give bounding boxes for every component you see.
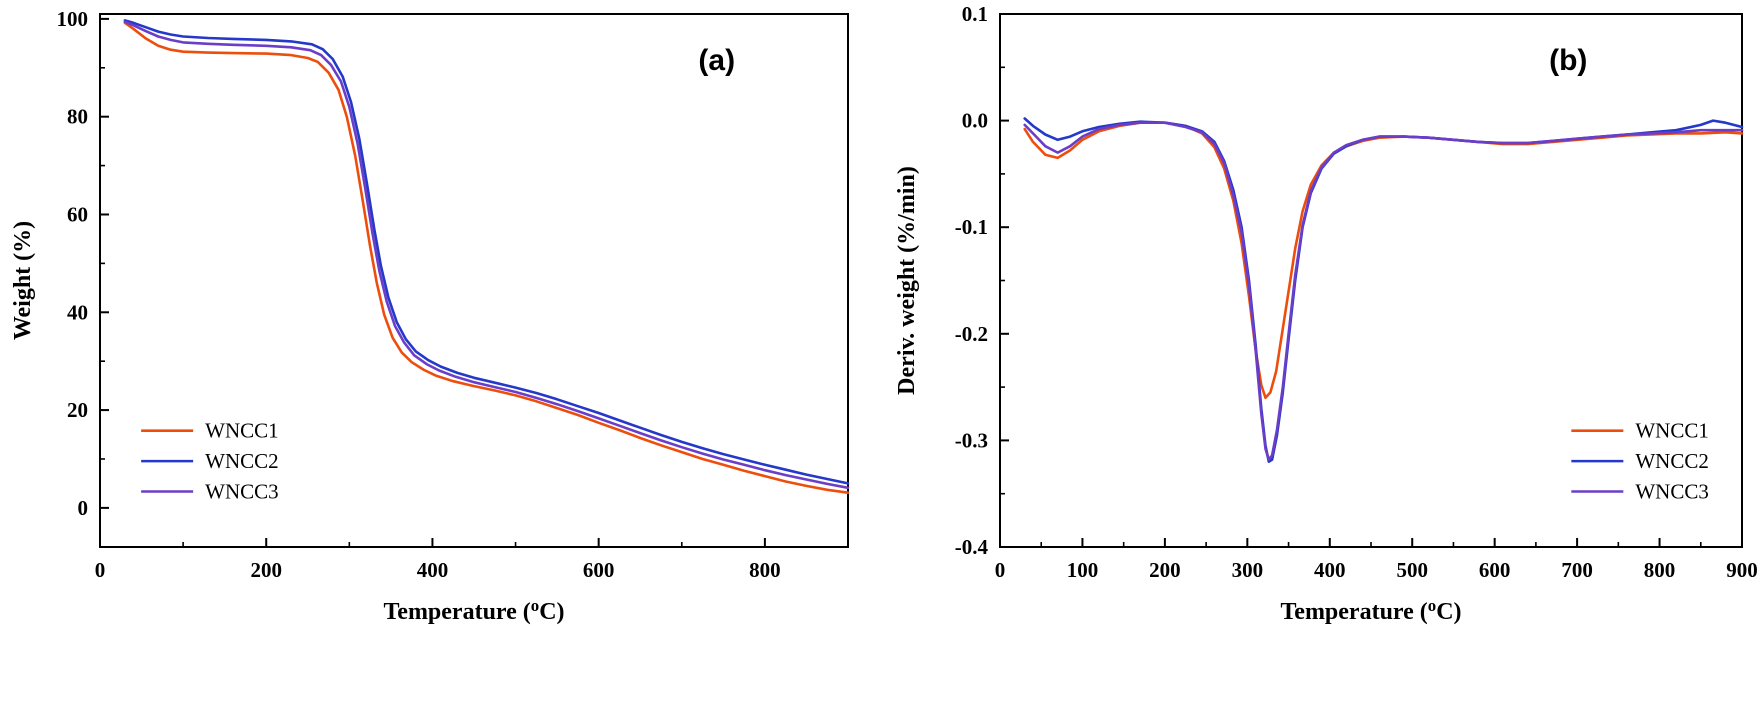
y-tick-label: 0.1	[962, 2, 988, 26]
x-tick-label: 700	[1561, 558, 1593, 582]
x-tick-label: 600	[1479, 558, 1511, 582]
series-line-WNCC3	[1023, 121, 1744, 461]
chart-svg: 0 100 200 300 400 500 600 700 800 900 Temperature …	[894, 2, 1758, 625]
x-tick-label: 200	[250, 558, 282, 582]
y-axis-label: Weight (%)	[10, 221, 36, 340]
legend-label: WNCC1	[205, 419, 279, 443]
legend-label: WNCC2	[1635, 449, 1709, 473]
panel-a-tga-chart: 0 200 400 600 800 Temperature (oC) 0 20 40 60 80 10…	[10, 7, 850, 625]
x-tick-label: 400	[1314, 558, 1346, 582]
legend-label: WNCC1	[1635, 419, 1709, 443]
x-tick-label: 300	[1232, 558, 1264, 582]
x-tick-label: 200	[1149, 558, 1181, 582]
x-tick-label: 800	[1644, 558, 1676, 582]
legend: WNCC1 WNCC2 WNCC3	[141, 419, 279, 503]
y-tick-label: -0.4	[955, 535, 989, 559]
y-tick-label: -0.1	[955, 215, 988, 239]
series-line-WNCC3	[123, 20, 850, 490]
x-axis-label: Temperature (oC)	[383, 596, 564, 625]
panel-label: (a)	[698, 44, 735, 77]
series-line-WNCC1	[1023, 121, 1744, 400]
x-axis: 0 200 400 600 800 Temperature (oC)	[95, 538, 781, 625]
x-tick-label: 600	[583, 558, 615, 582]
plot-frame	[999, 13, 1743, 548]
y-tick-label: 100	[57, 7, 89, 31]
y-tick-label: 60	[67, 202, 88, 226]
x-axis-label: Temperature (oC)	[1280, 596, 1461, 625]
legend-label: WNCC2	[205, 449, 279, 473]
series-line-WNCC1	[123, 21, 850, 495]
y-axis: 0.1 0.0 -0.1 -0.2 -0.3 -0.4 Deriv. weight (%/m…	[894, 2, 1009, 559]
panel-label: (b)	[1549, 44, 1587, 77]
y-tick-label: 80	[67, 105, 88, 129]
y-axis: 0 20 40 60 80 100 Weight (%)	[10, 7, 109, 520]
y-tick-label: 0.0	[962, 109, 988, 133]
y-tick-label: 0	[78, 496, 89, 520]
y-tick-label: 40	[67, 300, 88, 324]
x-tick-label: 0	[95, 558, 106, 582]
x-tick-label: 800	[749, 558, 781, 582]
x-axis: 0 100 200 300 400 500 600 700 800 900 Temperature …	[995, 538, 1758, 625]
legend-label: WNCC3	[1635, 479, 1709, 503]
series-line-WNCC2	[1023, 117, 1744, 464]
x-tick-label: 100	[1067, 558, 1099, 582]
panel-b-dtg-chart: 0 100 200 300 400 500 600 700 800 900 Temperature …	[880, 0, 1760, 706]
series-line-WNCC2	[123, 19, 850, 485]
y-tick-label: 20	[67, 398, 88, 422]
legend: WNCC1 WNCC2 WNCC3	[1571, 419, 1709, 503]
y-tick-label: -0.3	[955, 428, 988, 452]
chart-svg: 0 200 400 600 800 Temperature (oC) 0 20 40 60 80 10…	[10, 7, 850, 625]
x-tick-label: 500	[1396, 558, 1428, 582]
x-tick-label: 900	[1726, 558, 1758, 582]
x-tick-label: 400	[417, 558, 449, 582]
legend-label: WNCC3	[205, 479, 279, 503]
plot-frame	[99, 13, 849, 548]
x-tick-label: 0	[995, 558, 1006, 582]
y-tick-label: -0.2	[955, 322, 988, 346]
y-axis-label: Deriv. weight (%/min)	[894, 166, 920, 395]
